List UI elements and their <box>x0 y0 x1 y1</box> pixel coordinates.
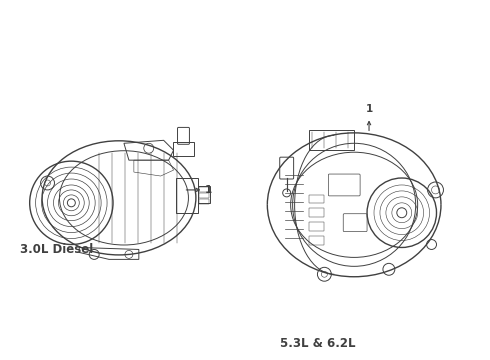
Text: 5.3L & 6.2L: 5.3L & 6.2L <box>280 337 355 350</box>
Text: 1: 1 <box>366 104 373 113</box>
Text: 1: 1 <box>205 185 213 195</box>
Text: 3.0L Diesel: 3.0L Diesel <box>20 243 93 256</box>
